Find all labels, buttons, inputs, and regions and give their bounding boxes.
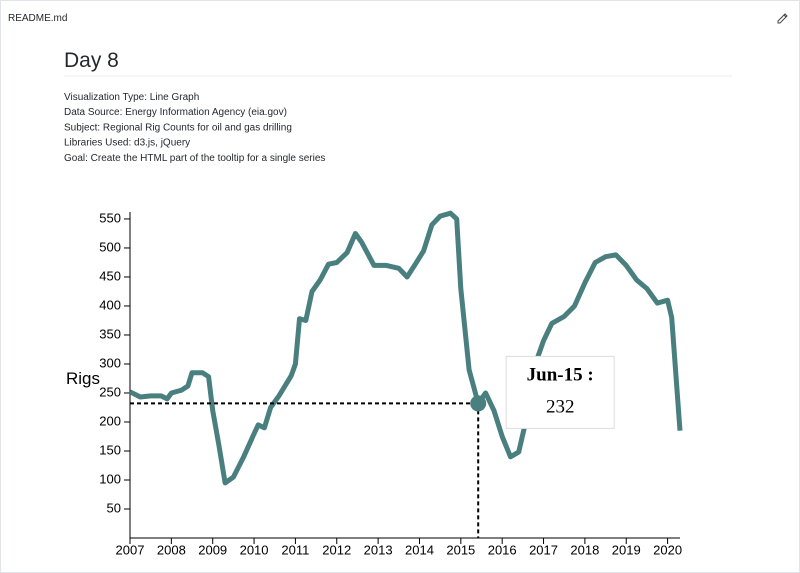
y-tick-label: 550 [99,210,121,225]
readme-line: Visualization Type: Line Graph [64,92,199,103]
y-tick-label: 150 [99,442,121,457]
x-tick-label: 2012 [322,542,351,557]
x-tick-label: 2015 [446,542,475,557]
x-tick-label: 2013 [364,542,393,557]
tooltip-value: 232 [546,396,575,417]
y-axis-label: Rigs [66,369,100,388]
y-tick-label: 400 [99,297,121,312]
readme-line: Goal: Create the HTML part of the toolti… [64,153,325,164]
y-tick-label: 250 [99,384,121,399]
focus-point [470,395,487,412]
y-tick-label: 300 [99,355,121,370]
x-tick-label: 2011 [281,542,309,557]
edit-icon[interactable] [777,13,788,24]
x-tick-label: 2010 [240,542,269,557]
x-tick-label: 2007 [116,542,145,557]
filename: README.md [8,13,67,24]
series-line [128,210,683,486]
y-tick-label: 500 [99,239,121,254]
y-tick-label: 50 [107,500,121,515]
y-tick-label: 350 [99,326,121,341]
x-tick-label: 2014 [405,542,434,557]
x-tick-label: 2017 [529,542,558,557]
x-tick-label: 2018 [570,542,599,557]
x-tick-label: 2020 [653,542,682,557]
readme-title: Day 8 [64,49,119,72]
x-tick-label: 2009 [198,542,227,557]
y-tick-label: 200 [99,413,121,428]
x-tick-label: 2016 [488,542,517,557]
readme-line: Subject: Regional Rig Counts for oil and… [64,122,292,133]
x-tick-label: 2008 [157,542,186,557]
y-tick-label: 100 [99,471,121,486]
y-tick-label: 450 [99,268,121,283]
tooltip-box [505,355,615,429]
x-tick-label: 2019 [612,542,641,557]
tooltip-label: Jun-15 : [527,364,594,385]
readme-line: Data Source: Energy Information Agency (… [64,107,287,118]
readme-line: Libraries Used: d3.js, jQuery [64,138,190,149]
